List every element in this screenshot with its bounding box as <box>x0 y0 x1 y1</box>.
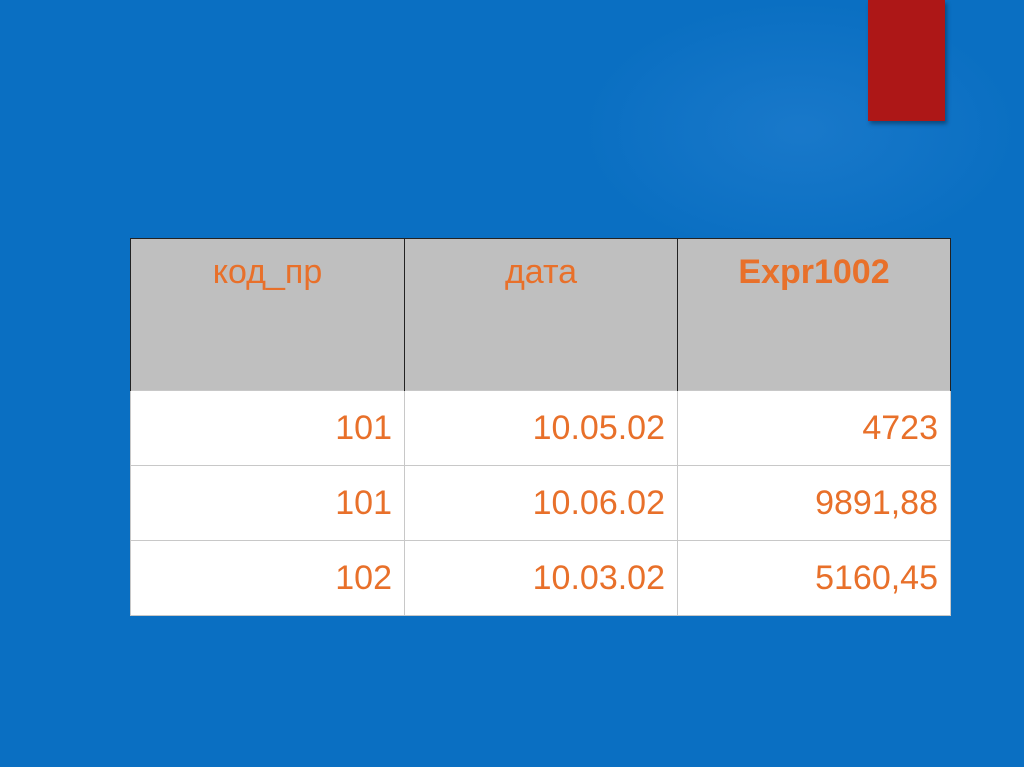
cell-expr1002: 9891,88 <box>677 465 951 541</box>
cell-kod-pr: 101 <box>130 390 405 466</box>
header-kod-pr: код_пр <box>130 238 405 391</box>
cell-kod-pr: 101 <box>130 465 405 541</box>
table-row: 102 10.03.02 5160,45 <box>130 540 951 616</box>
cell-kod-pr: 102 <box>130 540 405 616</box>
cell-expr1002: 5160,45 <box>677 540 951 616</box>
header-row: код_пр дата Expr1002 <box>130 238 951 391</box>
header-expr1002: Expr1002 <box>677 238 951 391</box>
background-glow <box>580 0 1020 260</box>
decorative-red-bar <box>868 0 945 121</box>
cell-data: 10.06.02 <box>404 465 678 541</box>
cell-expr1002: 4723 <box>677 390 951 466</box>
cell-data: 10.03.02 <box>404 540 678 616</box>
cell-data: 10.05.02 <box>404 390 678 466</box>
header-data: дата <box>404 238 678 391</box>
query-result-table: код_пр дата Expr1002 101 10.05.02 4723 1… <box>130 238 951 616</box>
table-row: 101 10.05.02 4723 <box>130 390 951 466</box>
table-row: 101 10.06.02 9891,88 <box>130 465 951 541</box>
